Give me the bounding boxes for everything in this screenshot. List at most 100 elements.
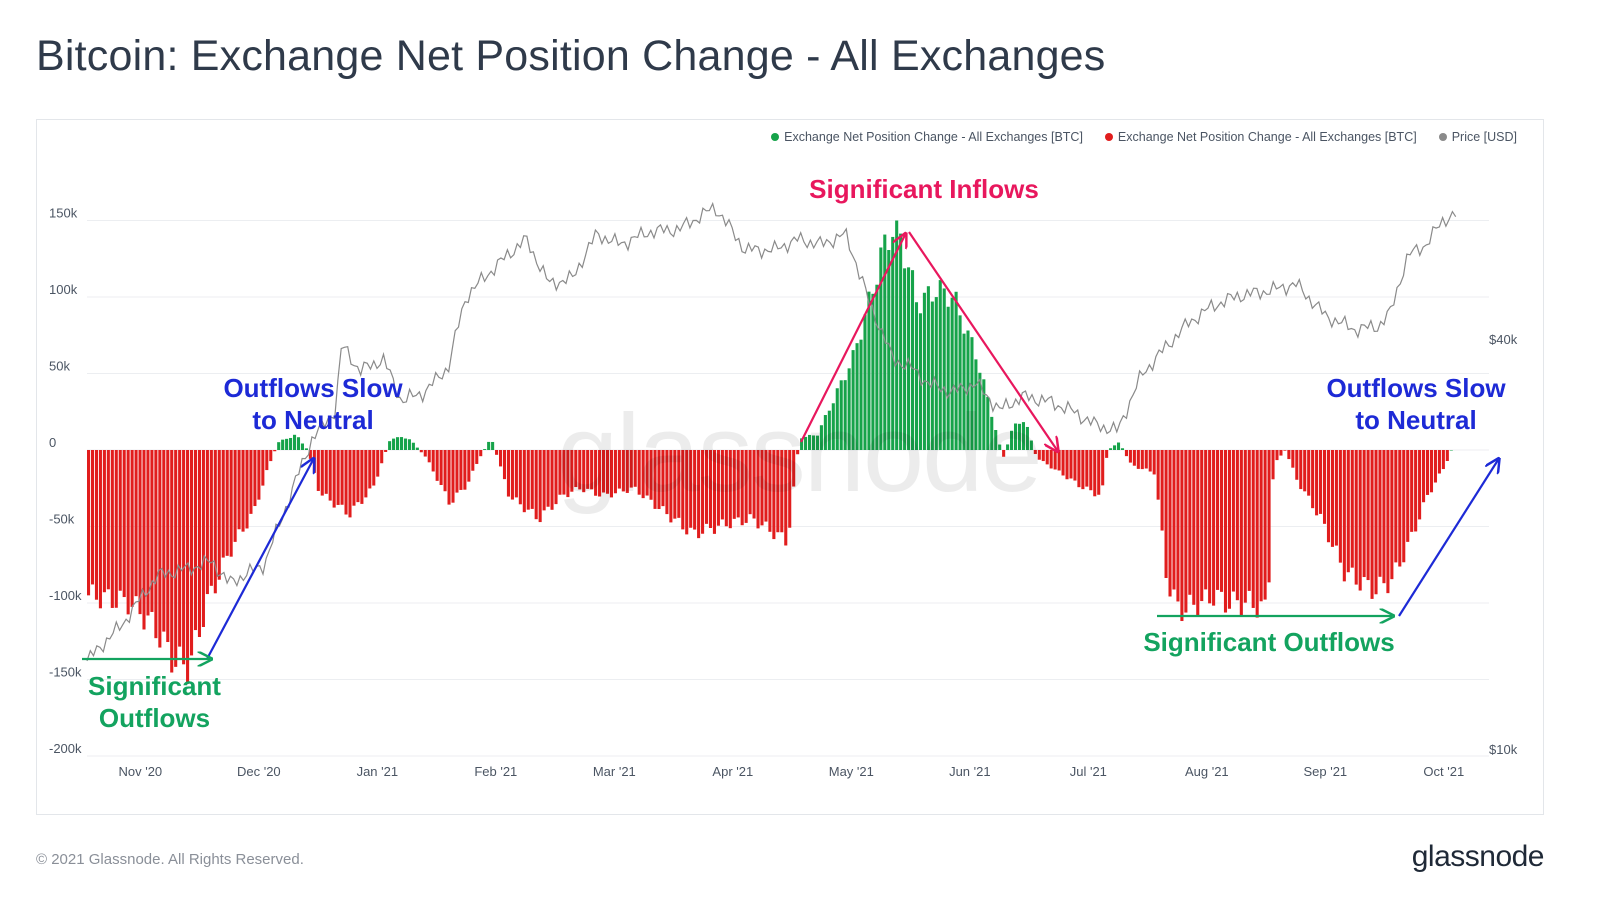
bar [1338, 450, 1342, 563]
bar [645, 450, 649, 496]
bar [1204, 450, 1208, 590]
annotation-outflows-slow-left: Outflows Slow to Neutral [223, 373, 403, 435]
bar [1144, 450, 1148, 469]
bar [1445, 450, 1449, 462]
bar [1362, 450, 1366, 578]
bar [1346, 450, 1350, 573]
legend-swatch-grey-icon [1438, 133, 1447, 141]
bar [356, 450, 360, 503]
legend-label: Exchange Net Position Change - All Excha… [784, 130, 1083, 144]
bar [613, 450, 617, 494]
bar [926, 286, 930, 450]
bar [98, 450, 102, 609]
bar [800, 438, 804, 450]
bar [1148, 450, 1152, 472]
bar [1311, 450, 1315, 509]
bar [962, 333, 966, 450]
annotation-significant-outflows-left: Significant Outflows [88, 671, 221, 733]
bar [851, 350, 855, 450]
bar [914, 302, 919, 450]
bar [677, 450, 681, 518]
bar [819, 425, 823, 450]
bar [922, 292, 926, 450]
bar [415, 447, 419, 450]
y-tick-label: -150k [49, 665, 82, 680]
bar [815, 435, 819, 450]
legend-label: Price [USD] [1451, 130, 1517, 144]
bar [304, 448, 308, 450]
bar [1303, 450, 1307, 492]
bar [946, 306, 950, 450]
bar [736, 450, 740, 518]
bar [1263, 450, 1267, 600]
bar [158, 450, 162, 648]
bar [653, 450, 657, 509]
bar [522, 450, 526, 513]
bar [1315, 450, 1319, 516]
bar [1188, 450, 1192, 595]
y-tick-label: 0 [49, 435, 56, 450]
bar [1216, 450, 1220, 590]
bar [1255, 450, 1259, 618]
bar [689, 450, 693, 528]
arrow-inflow-up [800, 235, 905, 443]
bar [388, 441, 392, 450]
bar [106, 450, 110, 590]
bar [1212, 450, 1216, 606]
bar [1227, 450, 1231, 609]
bar [859, 339, 863, 450]
bar [237, 450, 241, 530]
bar [1386, 450, 1390, 594]
arrow-inflow-down [908, 231, 1057, 450]
bar [1021, 422, 1025, 450]
bar [1061, 450, 1065, 476]
bar [1326, 450, 1331, 543]
bar [1319, 450, 1323, 514]
bar [1113, 445, 1117, 450]
bar [895, 220, 899, 450]
bar [542, 450, 546, 511]
bar [320, 450, 324, 496]
bar [316, 450, 320, 491]
bar [1152, 450, 1156, 475]
bar [855, 343, 859, 450]
bar [998, 444, 1002, 450]
legend-item-inflow[interactable]: Exchange Net Position Change - All Excha… [771, 130, 1083, 144]
x-tick-label: Jan '21 [357, 764, 399, 779]
bar [590, 450, 594, 490]
footer-logo[interactable]: glassnode [1411, 840, 1545, 873]
bar [364, 450, 368, 498]
bar [772, 450, 776, 540]
bar [891, 236, 895, 450]
bar [1330, 450, 1334, 547]
bar [506, 450, 510, 497]
bar [657, 450, 661, 510]
bar [586, 450, 590, 489]
bar [1219, 450, 1224, 592]
bar [1425, 450, 1430, 495]
bar [538, 450, 542, 523]
bar [1398, 450, 1402, 567]
bar [296, 437, 301, 450]
bar [1334, 450, 1338, 546]
bar [451, 450, 455, 503]
bar [510, 450, 514, 500]
legend-item-price[interactable]: Price [USD] [1438, 130, 1517, 144]
bar [1267, 450, 1271, 583]
bar [1374, 450, 1378, 595]
bar [716, 450, 720, 526]
bar [697, 450, 701, 539]
bar [1172, 450, 1176, 590]
bar [162, 450, 166, 632]
bar [982, 379, 986, 450]
bar [712, 450, 716, 534]
bar [768, 450, 772, 532]
bar [1192, 450, 1196, 605]
bar [114, 450, 118, 608]
legend-item-outflow[interactable]: Exchange Net Position Change - All Excha… [1104, 130, 1417, 144]
bar [534, 450, 538, 520]
bar [550, 450, 554, 510]
bar [154, 450, 158, 639]
bar [257, 450, 261, 500]
bar [380, 450, 384, 464]
